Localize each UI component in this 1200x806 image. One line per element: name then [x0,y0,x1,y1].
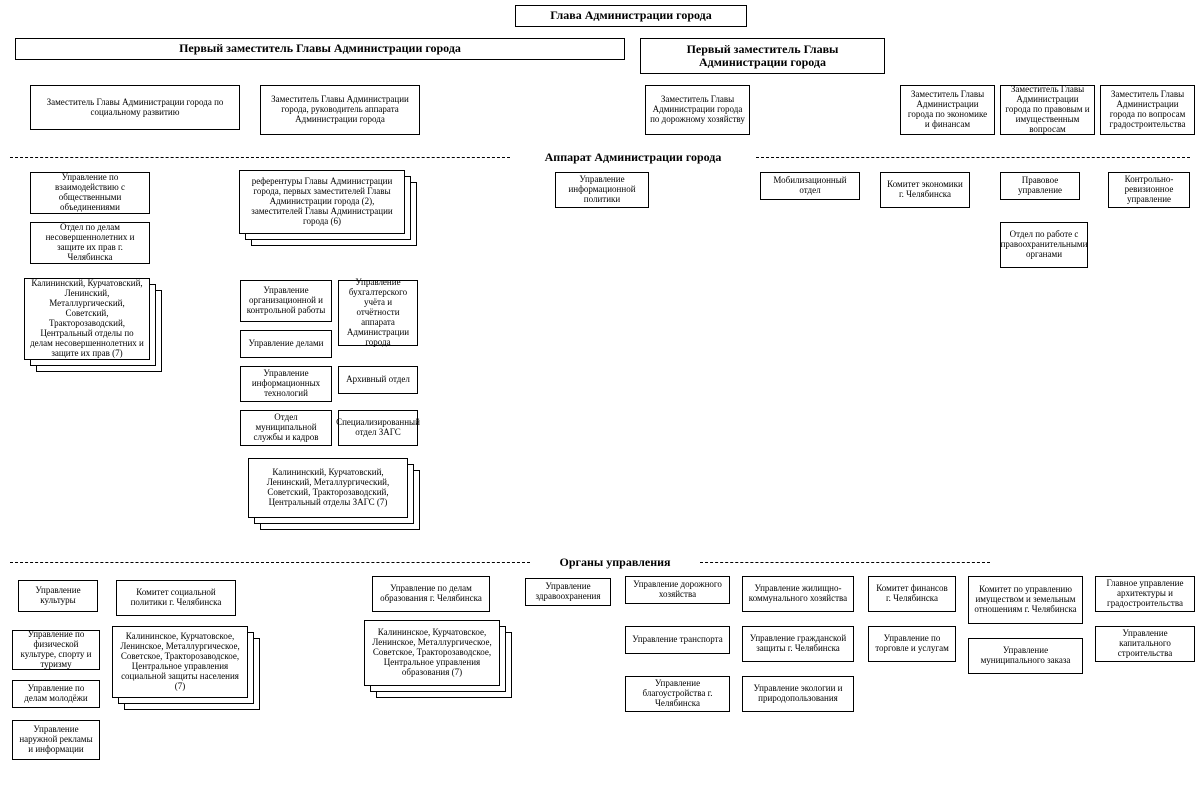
app-c2-r1: Управление бухгалтерского учёта и отчётн… [338,280,418,346]
org-c6-b: Управление гражданской защиты г. Челябин… [742,626,854,662]
app-c1-a: Управление по взаимодействию с обществен… [30,172,150,214]
app-c2-l3: Управление информационных технологий [240,366,332,402]
app-c1-stack: Калининский, Курчатовский, Ленинский, Ме… [24,278,162,372]
first-deputy-right: Первый заместитель Главы Администрации г… [640,38,885,74]
first-deputy-left: Первый заместитель Главы Администрации г… [15,38,625,60]
deputy-a: Заместитель Главы Администрации города п… [30,85,240,130]
org-c7-b: Управление по торговле и услугам [868,626,956,662]
app-c2-l1: Управление организационной и контрольной… [240,280,332,322]
head-title: Глава Администрации города [515,5,747,27]
org-c1-d: Управление наружной рекламы и информации [12,720,100,760]
app-c2-l2: Управление делами [240,330,332,358]
deputy-b: Заместитель Главы Администрации города, … [260,85,420,135]
org-c5-c: Управление благоустройства г. Челябинска [625,676,730,712]
org-c8-a: Комитет по управлению имуществом и земел… [968,576,1083,624]
org-c2-stack: Калининское, Курчатовское, Ленинское, Ме… [112,626,260,712]
org-c3-a: Управление по делам образования г. Челяб… [372,576,490,612]
org-c2-a: Комитет социальной политики г. Челябинск… [116,580,236,616]
org-c9-b: Управление капитального строительства [1095,626,1195,662]
deputy-c: Заместитель Главы Администрации города п… [645,85,750,135]
org-c1-b: Управление по физической культуре, спорт… [12,630,100,670]
app-r-d: Отдел по работе с правоохранительными ор… [1000,222,1088,268]
org-c6-c: Управление экологии и природопользования [742,676,854,712]
app-c2-l4: Отдел муниципальной службы и кадров [240,410,332,446]
org-c1-a: Управление культуры [18,580,98,612]
deputy-e: Заместитель Главы Администрации города п… [1000,85,1095,135]
app-c1-b: Отдел по делам несовершеннолетних и защи… [30,222,150,264]
org-c8-b: Управление муниципального заказа [968,638,1083,674]
app-r-a: Мобилизационный отдел [760,172,860,200]
app-c2-stack2: Калининский, Курчатовский, Ленинский, Ме… [248,458,420,532]
org-c5-b: Управление транспорта [625,626,730,654]
app-c2-r4: Специализированный отдел ЗАГС [338,410,418,446]
org-c3-stack: Калининское, Курчатовское, Ленинское, Ме… [364,620,512,702]
deputy-f: Заместитель Главы Администрации города п… [1100,85,1195,135]
app-c2-stack1: референтуры Главы Администрации города, … [239,170,417,246]
org-c6-a: Управление жилищно-коммунального хозяйст… [742,576,854,612]
app-r-b: Комитет экономики г. Челябинска [880,172,970,208]
deputy-d: Заместитель Главы Администрации города п… [900,85,995,135]
section-apparatus: Аппарат Администрации города [0,150,1200,164]
org-c9-a: Главное управление архитектуры и градост… [1095,576,1195,612]
org-c4: Управление здравоохранения [525,578,611,606]
section-organs: Органы управления [0,555,1200,569]
app-c2-r3: Архивный отдел [338,366,418,394]
org-c7-a: Комитет финансов г. Челябинска [868,576,956,612]
app-r-e: Контрольно-ревизионное управление [1108,172,1190,208]
app-c3: Управление информационной политики [555,172,649,208]
org-c1-c: Управление по делам молодёжи [12,680,100,708]
org-c5-a: Управление дорожного хозяйства [625,576,730,604]
app-r-c: Правовое управление [1000,172,1080,200]
